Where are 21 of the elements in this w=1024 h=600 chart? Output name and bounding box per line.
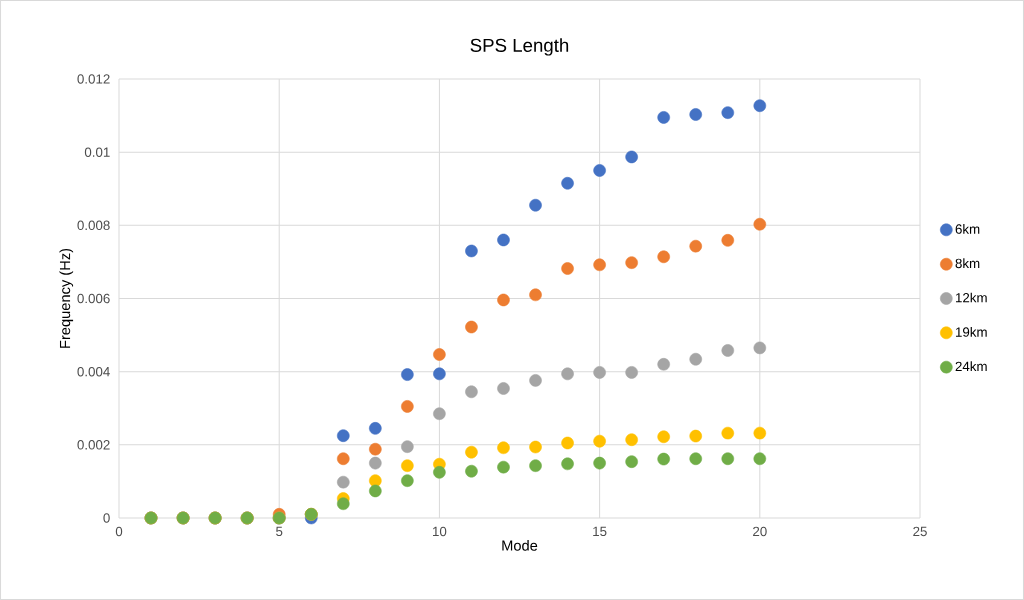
x-axis-title: Mode bbox=[502, 539, 538, 551]
legend-label: 6km bbox=[955, 224, 980, 234]
legend-label: 12km bbox=[955, 292, 987, 303]
legend-label: 8km bbox=[955, 258, 980, 269]
y-tick-label: 0.008 bbox=[77, 220, 110, 231]
x-tick-label: 5 bbox=[276, 526, 283, 537]
y-axis-title: Frequency (Hz) bbox=[59, 248, 74, 348]
chart-title: SPS Length bbox=[470, 38, 569, 56]
x-tick-label: 20 bbox=[753, 526, 767, 537]
x-tick-label: 0 bbox=[115, 526, 123, 537]
y-tick-label: 0.01 bbox=[84, 147, 110, 157]
y-tick-label: 0.004 bbox=[77, 366, 110, 377]
x-tick-label: 10 bbox=[433, 526, 447, 537]
y-tick-label: 0.002 bbox=[77, 440, 110, 450]
legend-label: 19km bbox=[955, 327, 987, 337]
y-tick-label: 0 bbox=[103, 513, 110, 523]
y-tick-label: 0.012 bbox=[77, 74, 110, 84]
x-tick-label: 15 bbox=[593, 526, 607, 537]
y-tick-label: 0.006 bbox=[77, 293, 110, 304]
legend-label: 24km bbox=[955, 361, 987, 371]
x-tick-label: 25 bbox=[913, 526, 927, 537]
